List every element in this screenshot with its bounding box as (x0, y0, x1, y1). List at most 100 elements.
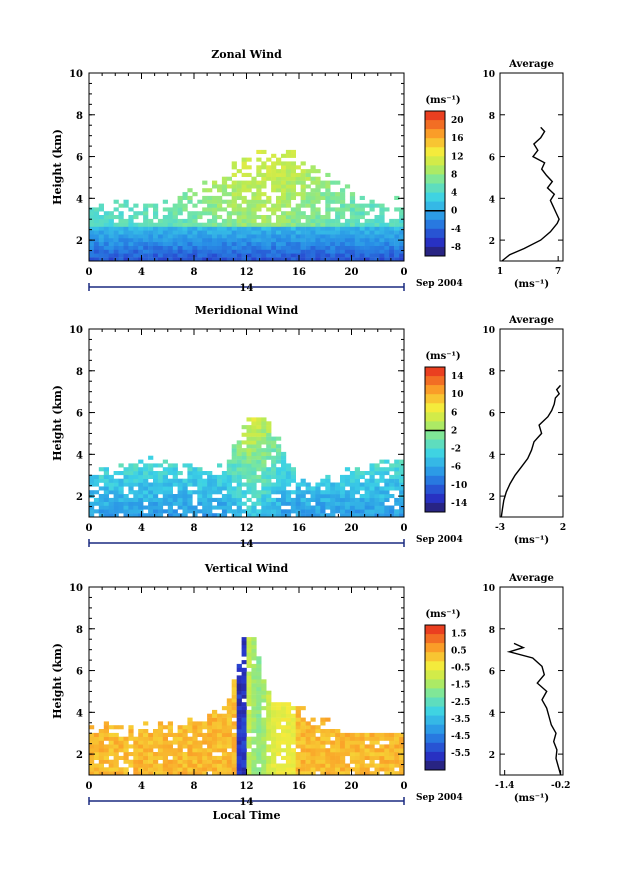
heatmap-cell (325, 717, 331, 722)
heatmap-cell (394, 501, 400, 506)
heatmap-cell (153, 755, 159, 760)
heatmap-cell (394, 497, 400, 502)
heatmap-cell (231, 467, 237, 472)
heatmap-cell (335, 501, 341, 506)
heatmap-cell (118, 238, 124, 243)
heatmap-cell (246, 717, 252, 722)
heatmap-cell (207, 241, 213, 246)
heatmap-cell (344, 222, 351, 227)
heatmap-cell (261, 721, 267, 726)
heatmap-cell (359, 207, 365, 212)
heatmap-cell (285, 467, 292, 472)
heatmap-cell (246, 428, 252, 433)
heatmap-cell (241, 736, 247, 741)
heatmap-cell (157, 725, 164, 730)
heatmap-cell (138, 471, 144, 476)
heatmap-cell (153, 241, 159, 246)
heatmap-cell (138, 459, 144, 464)
heatmap-cell (300, 215, 306, 220)
heatmap-cell (251, 207, 257, 212)
heatmap-cell (266, 706, 272, 711)
heatmap-cell (207, 478, 213, 483)
heatmap-cell (236, 501, 242, 506)
heatmap-cell (123, 497, 129, 502)
heatmap-cell (103, 222, 109, 227)
heatmap-cell (157, 763, 164, 768)
heatmap-cell (374, 486, 380, 491)
heatmap-cell (281, 188, 287, 193)
heatmap-cell (384, 245, 390, 250)
heatmap-cell (359, 253, 365, 258)
heatmap-cell (226, 721, 232, 726)
x-tick-label: 0 (86, 267, 93, 278)
heatmap-cell (157, 474, 164, 479)
heatmap-cell (271, 709, 277, 714)
heatmap-cell (246, 238, 252, 243)
heatmap-cell (207, 497, 213, 502)
heatmap-cell (226, 702, 232, 707)
heatmap-cell (182, 729, 188, 734)
heatmap-cell (315, 180, 321, 185)
heatmap-cell (379, 218, 385, 223)
heatmap-cell (93, 215, 100, 220)
heatmap-cell (226, 226, 232, 231)
heatmap-cell (212, 478, 218, 483)
heatmap-cell (340, 203, 346, 208)
heatmap-cell (251, 736, 257, 741)
heatmap-cell (177, 513, 183, 518)
heatmap-cell (300, 238, 306, 243)
heatmap-cell (89, 740, 95, 745)
x-tick-label: 12 (240, 267, 254, 278)
heatmap-cell (133, 230, 139, 235)
heatmap-cell (384, 771, 390, 776)
heatmap-cell (256, 660, 262, 665)
heatmap-cell (207, 471, 213, 476)
heatmap-cell (246, 509, 252, 514)
heatmap-cell (177, 755, 183, 760)
heatmap-cell (340, 222, 346, 227)
heatmap-cell (379, 767, 385, 772)
heatmap-cell (369, 744, 375, 749)
heatmap-cell (231, 709, 237, 714)
colorbar-segment (425, 147, 445, 157)
heatmap-cell (207, 490, 213, 495)
heatmap-cell (266, 736, 272, 741)
heatmap-cell (285, 482, 292, 487)
heatmap-cell (157, 501, 164, 506)
heatmap-cell (148, 736, 154, 741)
heatmap-cell (256, 694, 262, 699)
heatmap-cell (300, 513, 306, 518)
heatmap-cell (103, 755, 109, 760)
heatmap-cell (246, 713, 252, 718)
heatmap-cell (148, 463, 154, 468)
heatmap-cell (261, 440, 267, 445)
heatmap-cell (340, 199, 346, 204)
heatmap-cell (113, 222, 119, 227)
heatmap-cell (281, 169, 287, 174)
heatmap-cell (221, 748, 228, 753)
heatmap-cell (281, 153, 287, 158)
heatmap-cell (128, 245, 134, 250)
heatmap-cell (138, 226, 144, 231)
heatmap-cell (128, 736, 134, 741)
heatmap-cell (285, 230, 292, 235)
heatmap-cell (202, 490, 208, 495)
heatmap-cell (226, 763, 232, 768)
heatmap-cell (192, 241, 198, 246)
heatmap-cell (202, 207, 208, 212)
x-tick-label: 4 (138, 523, 145, 534)
heatmap-cell (197, 230, 203, 235)
heatmap-cell (340, 767, 346, 772)
heatmap-cell (128, 257, 134, 262)
heatmap-cell (290, 467, 296, 472)
heatmap-cell (384, 253, 390, 258)
heatmap-cell (335, 249, 341, 254)
heatmap-cell (143, 253, 149, 258)
heatmap-cell (271, 752, 277, 757)
y-tick-label: 6 (76, 409, 83, 420)
heatmap-cell (256, 513, 262, 518)
colorbar-frame (424, 366, 446, 513)
heatmap-cell (236, 732, 242, 737)
heatmap-cell (285, 474, 292, 479)
heatmap-cell (285, 226, 292, 231)
